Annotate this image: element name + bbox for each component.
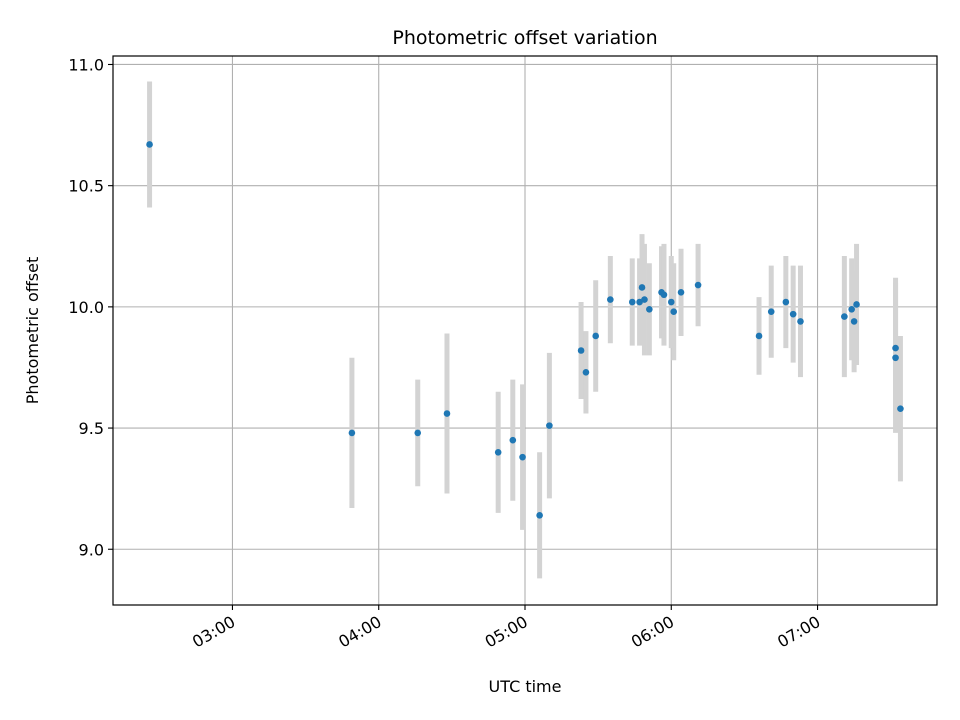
data-point [592,332,599,340]
y-axis-label: Photometric offset [23,257,42,405]
data-point [850,318,858,325]
data-point [414,429,422,437]
data-point [797,318,804,325]
x-tick-label: 05:00 [482,612,531,652]
data-point [853,301,860,308]
data-point [638,284,646,291]
data-point [789,310,797,318]
data-point [636,298,643,306]
data-point [677,289,685,296]
data-point [670,308,678,316]
y-tick-label: 9.5 [79,419,104,438]
data-point [146,141,153,148]
data-point [660,291,668,299]
data-point [782,298,790,306]
data-point [892,344,899,352]
data-point [667,298,675,306]
data-point [536,512,543,519]
data-point [443,410,451,417]
data-points [146,141,904,519]
x-axis-label: UTC time [489,677,562,696]
data-point [607,296,614,303]
data-point [494,448,502,456]
data-point [848,305,855,313]
data-point [519,453,526,461]
y-tick-label: 10.5 [68,177,104,196]
data-point [546,422,553,429]
grid-lines [113,56,937,605]
y-tick-label: 11.0 [68,55,104,74]
x-tick-label: 07:00 [774,612,823,652]
data-point [892,354,899,362]
chart-title: Photometric offset variation [392,27,657,49]
y-tick-label: 10.0 [68,298,104,317]
data-point [646,305,653,313]
x-tick-label: 03:00 [189,612,238,652]
y-tick-label: 9.0 [79,540,104,559]
data-point [628,298,636,306]
x-tick-label: 06:00 [628,612,677,652]
data-point [767,308,775,316]
x-tick-label: 04:00 [335,612,384,652]
data-point [582,369,590,376]
data-point [694,281,702,289]
data-point [509,436,517,444]
data-point [841,313,848,320]
y-axis-ticks: 9.0 9.5 10.0 10.5 11.0 [68,55,113,559]
data-point [897,405,904,412]
data-point [577,347,585,354]
data-point [641,296,648,303]
data-point [755,332,763,340]
x-axis-ticks: 03:00 04:00 05:00 06:00 07:00 [189,605,824,652]
data-point [348,429,356,437]
